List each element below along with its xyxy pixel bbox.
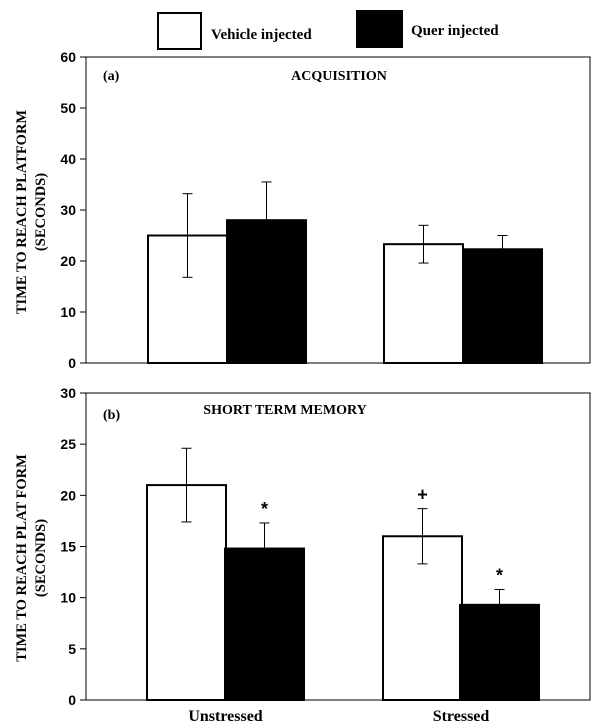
panel-b-y-tick-label-0: 0: [68, 692, 76, 708]
panel-a-y-tick-label-2: 20: [60, 253, 76, 269]
panel-b-title: SHORT TERM MEMORY: [203, 403, 366, 418]
panel-a-label: (a): [103, 69, 120, 84]
panel-b-category-label-1: Stressed: [433, 708, 490, 725]
panel-b-y-tick-label-5: 25: [60, 436, 76, 452]
panel-b-label: (b): [103, 408, 120, 423]
panel-a: 0 10 20 30 40 50 60 (a) ACQUISITION TIME TO RE…: [14, 49, 591, 371]
panel-b-y-ticks: 0 5 10 15 20 25 30: [60, 385, 86, 708]
panel-a-y-tick-label-4: 40: [60, 151, 76, 167]
panel-a-title: ACQUISITION: [291, 69, 387, 84]
panel-a-y-tick-label-3: 30: [60, 202, 76, 218]
panel-a-y-tick-label-0: 0: [68, 355, 76, 371]
panel-b-y-tick-label-2: 10: [60, 590, 76, 606]
legend-swatch-quer: [356, 10, 403, 48]
legend-label-vehicle: Vehicle injected: [211, 27, 312, 43]
legend: Vehicle injected Quer injected: [157, 10, 499, 50]
panel-a-bar-s0-c1: [383, 243, 464, 364]
panel-a-bars: [147, 181, 543, 365]
panel-b-bar-s1-c1: [459, 603, 540, 702]
panel-b-y-tick-label-4: 20: [60, 487, 76, 503]
panel-b-category-label-0: Unstressed: [188, 708, 262, 725]
panel-b-ylabel-line1: TIME TO REACH PLAT FORM: [14, 454, 30, 662]
panel-b-y-tick-label-6: 30: [60, 385, 76, 401]
panel-b-bars: [146, 447, 540, 702]
panel-a-y-tick-label-6: 60: [60, 49, 76, 65]
panel-b-annotations: * + *: [261, 485, 503, 586]
panel-b-significance-marker-0: *: [261, 499, 268, 519]
panel-a-ylabel-line1: TIME TO REACH PLATFORM: [14, 110, 30, 315]
panel-b-significance-marker-2: *: [496, 565, 503, 585]
panel-b-ylabel-line2: (SECONDS): [33, 519, 49, 597]
panel-a-y-tick-label-1: 10: [60, 304, 76, 320]
panel-b-significance-marker-1: +: [417, 485, 428, 505]
panel-b-category-labels: Unstressed Stressed: [188, 708, 489, 725]
panel-a-bar-s1-c1: [462, 248, 543, 365]
legend-swatch-vehicle: [157, 12, 202, 50]
panel-b-y-tick-label-1: 5: [68, 641, 76, 657]
legend-label-quer: Quer injected: [411, 23, 499, 39]
panel-a-ylabel-line2: (SECONDS): [33, 173, 49, 251]
panel-a-y-ticks: 0 10 20 30 40 50 60: [60, 49, 86, 371]
panel-a-y-tick-label-5: 50: [60, 100, 76, 116]
panel-b-y-tick-label-3: 15: [60, 539, 76, 555]
